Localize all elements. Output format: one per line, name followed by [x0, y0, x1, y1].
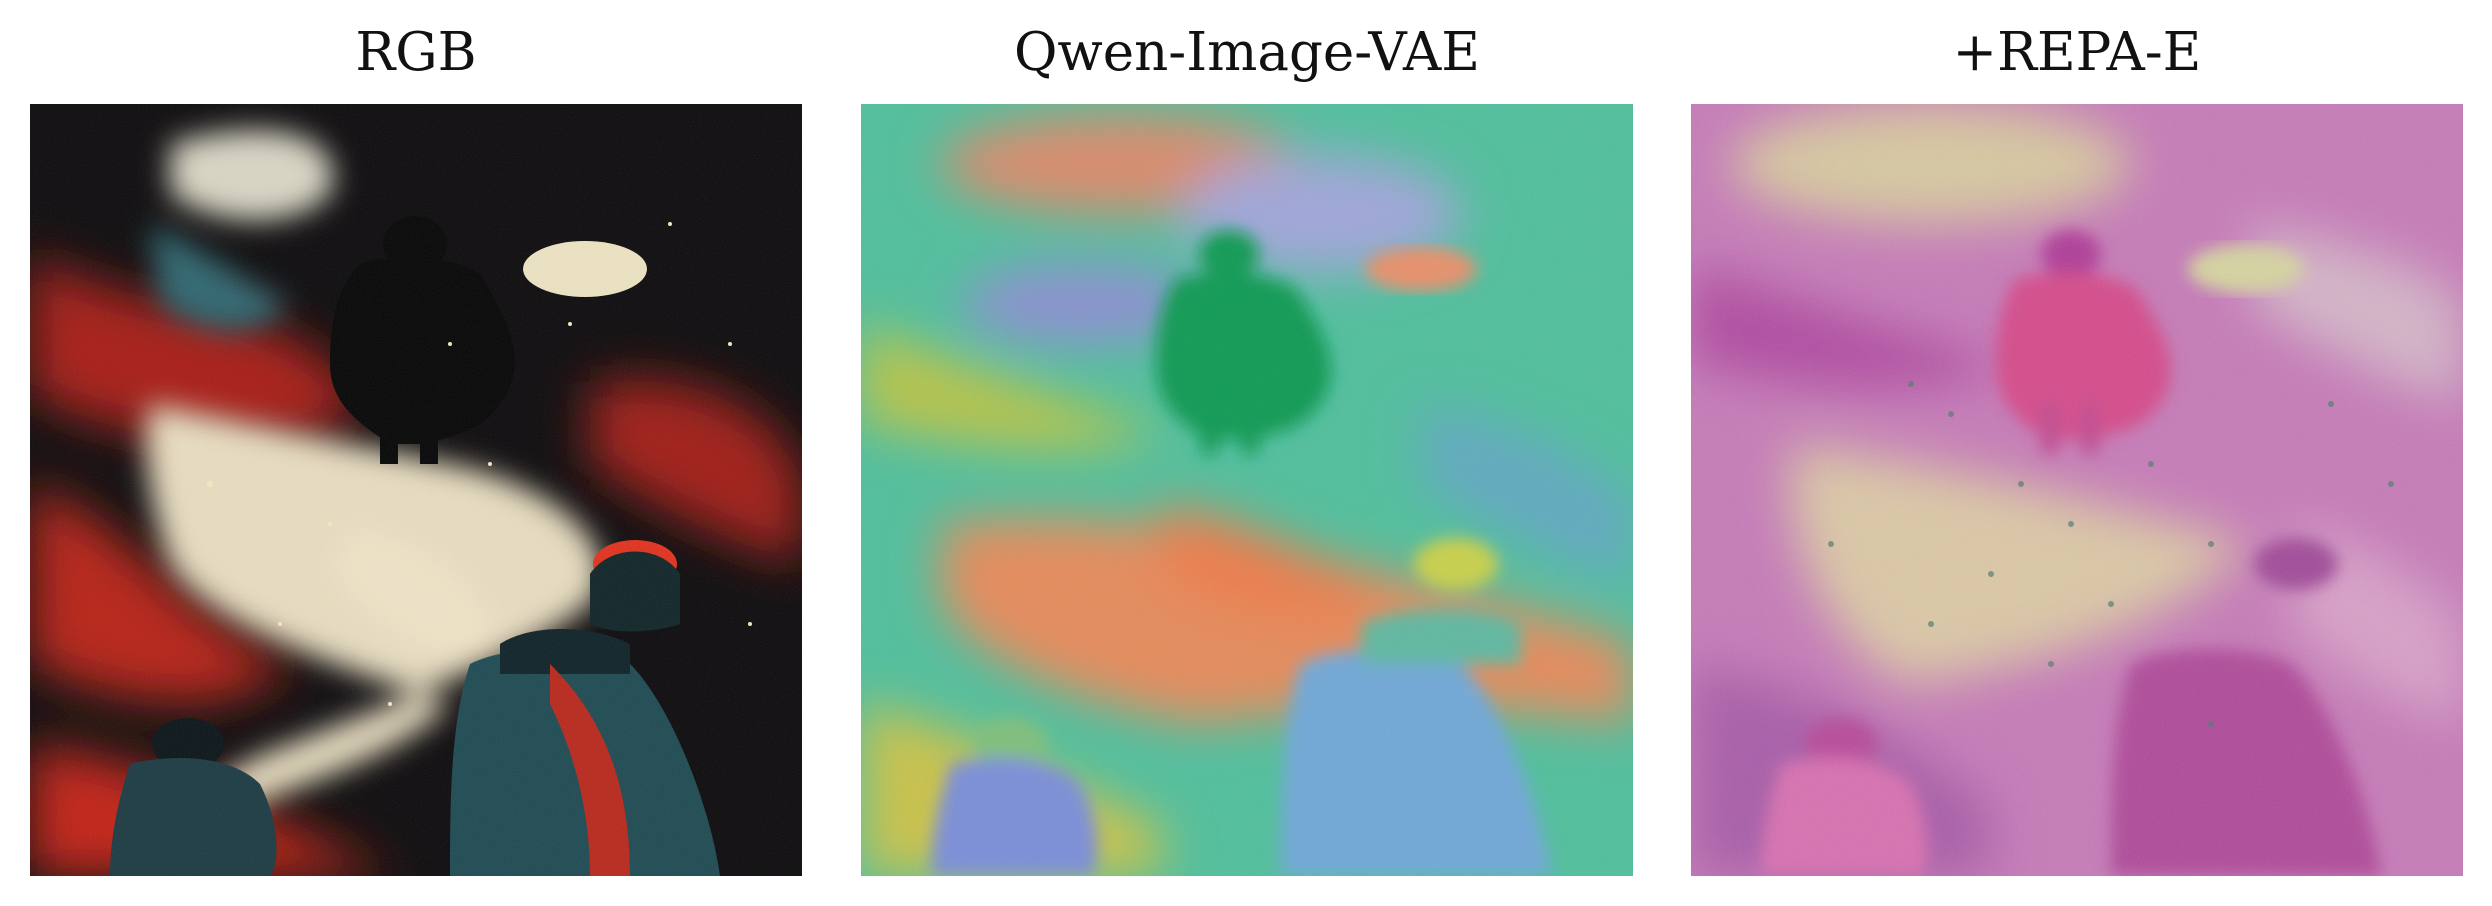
repa-e-image — [1691, 104, 2463, 876]
panel-title-repa-e: +REPA-E — [1952, 22, 2202, 83]
panel-title-rgb: RGB — [355, 22, 477, 83]
panel-qwen-image-vae: Qwen-Image-VAE — [861, 0, 1633, 906]
panel-repa-e: +REPA-E — [1691, 0, 2463, 906]
rgb-image-graphic — [30, 104, 802, 876]
panel-rgb: RGB — [30, 0, 802, 906]
panel-title-qwen-image-vae: Qwen-Image-VAE — [1013, 22, 1480, 83]
qwen-image-vae-image — [861, 104, 1633, 876]
repa-e-graphic — [1691, 104, 2463, 876]
qwen-image-vae-graphic — [861, 104, 1633, 876]
rgb-image — [30, 104, 802, 876]
